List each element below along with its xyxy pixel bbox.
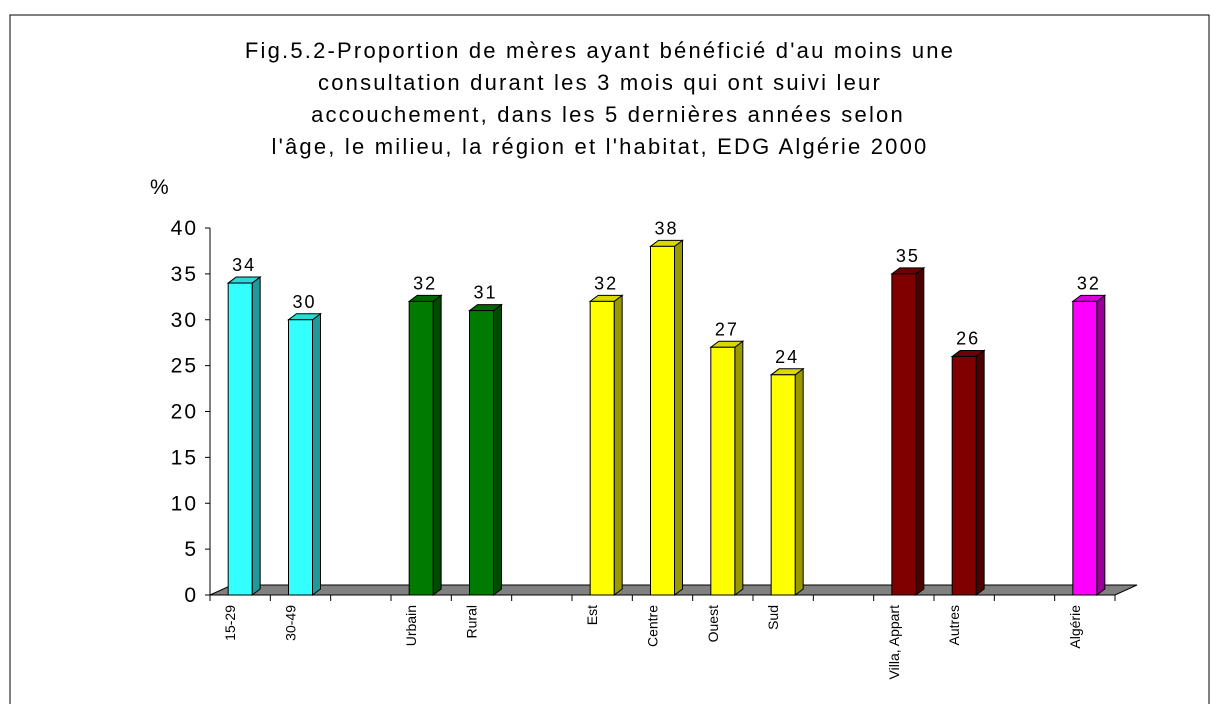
y-tick-label: 20	[171, 401, 198, 424]
bar-side	[975, 349, 985, 596]
value-label: 31	[473, 283, 497, 303]
value-label: 26	[956, 328, 980, 348]
bar	[890, 266, 926, 596]
bar-side	[674, 239, 683, 596]
bar-side	[251, 276, 261, 597]
x-tick-label: Autres	[946, 605, 962, 645]
value-label: 34	[232, 255, 256, 275]
bar	[226, 276, 262, 597]
bar-front	[891, 273, 917, 596]
bar-side	[734, 340, 744, 596]
bar	[709, 340, 745, 596]
x-tick-label: 30-49	[283, 605, 299, 641]
bar-front	[1072, 300, 1098, 596]
bar-front	[951, 355, 977, 596]
bar	[950, 349, 986, 596]
value-label: 27	[715, 319, 739, 339]
x-tick-label: Centre	[645, 605, 661, 647]
y-axis-label: %	[150, 176, 171, 199]
bar-front	[650, 245, 675, 596]
y-tick-label: 40	[171, 217, 198, 240]
chart-title: l'âge, le milieu, la région et l'habitat…	[272, 134, 929, 159]
bar	[468, 303, 503, 596]
bar	[287, 312, 322, 596]
bar-front	[770, 374, 796, 596]
bar-front	[288, 319, 313, 596]
bar-side	[493, 303, 502, 596]
bar	[769, 367, 805, 596]
bar	[588, 294, 624, 596]
x-tick-label: Sud	[765, 605, 781, 630]
y-tick-label: 0	[184, 584, 198, 607]
value-label: 32	[1077, 273, 1101, 293]
y-tick-label: 25	[171, 355, 198, 378]
bar-front	[408, 300, 434, 596]
x-tick-label: Est	[584, 605, 600, 625]
value-label: 30	[292, 292, 316, 312]
bar-side	[432, 294, 442, 596]
bar	[1071, 294, 1107, 596]
value-label: 35	[896, 246, 920, 266]
chart-title: accouchement, dans les 5 dernières année…	[311, 102, 905, 127]
bar-front	[227, 282, 253, 596]
y-tick-label: 30	[171, 309, 198, 332]
x-tick-label: Ouest	[705, 605, 721, 642]
value-label: 38	[654, 218, 678, 238]
chart-title: consultation durant les 3 mois qui ont s…	[318, 70, 882, 95]
y-tick-label: 10	[171, 492, 198, 515]
bar-front	[469, 310, 494, 596]
bar	[407, 294, 443, 596]
bar-front	[589, 300, 615, 596]
bar-front	[710, 346, 736, 596]
value-label: 32	[413, 273, 437, 293]
x-tick-label: Villa, Appart	[886, 605, 902, 680]
bar-side	[915, 266, 925, 596]
bar-side	[794, 367, 804, 596]
x-tick-label: Urbain	[403, 605, 419, 646]
y-tick-label: 15	[171, 446, 198, 469]
value-label: 24	[775, 347, 799, 367]
bar-side	[613, 294, 623, 596]
bar-side	[1096, 294, 1106, 596]
y-tick-label: 5	[184, 538, 198, 561]
chart-title: Fig.5.2-Proportion de mères ayant bénéfi…	[245, 38, 955, 63]
x-tick-label: Rural	[464, 605, 480, 638]
value-label: 32	[594, 273, 618, 293]
bar-side	[312, 312, 321, 596]
y-tick-label: 35	[171, 263, 198, 286]
x-tick-label: 15-29	[222, 605, 238, 641]
x-tick-label: Algérie	[1067, 605, 1083, 649]
bar	[649, 239, 684, 596]
